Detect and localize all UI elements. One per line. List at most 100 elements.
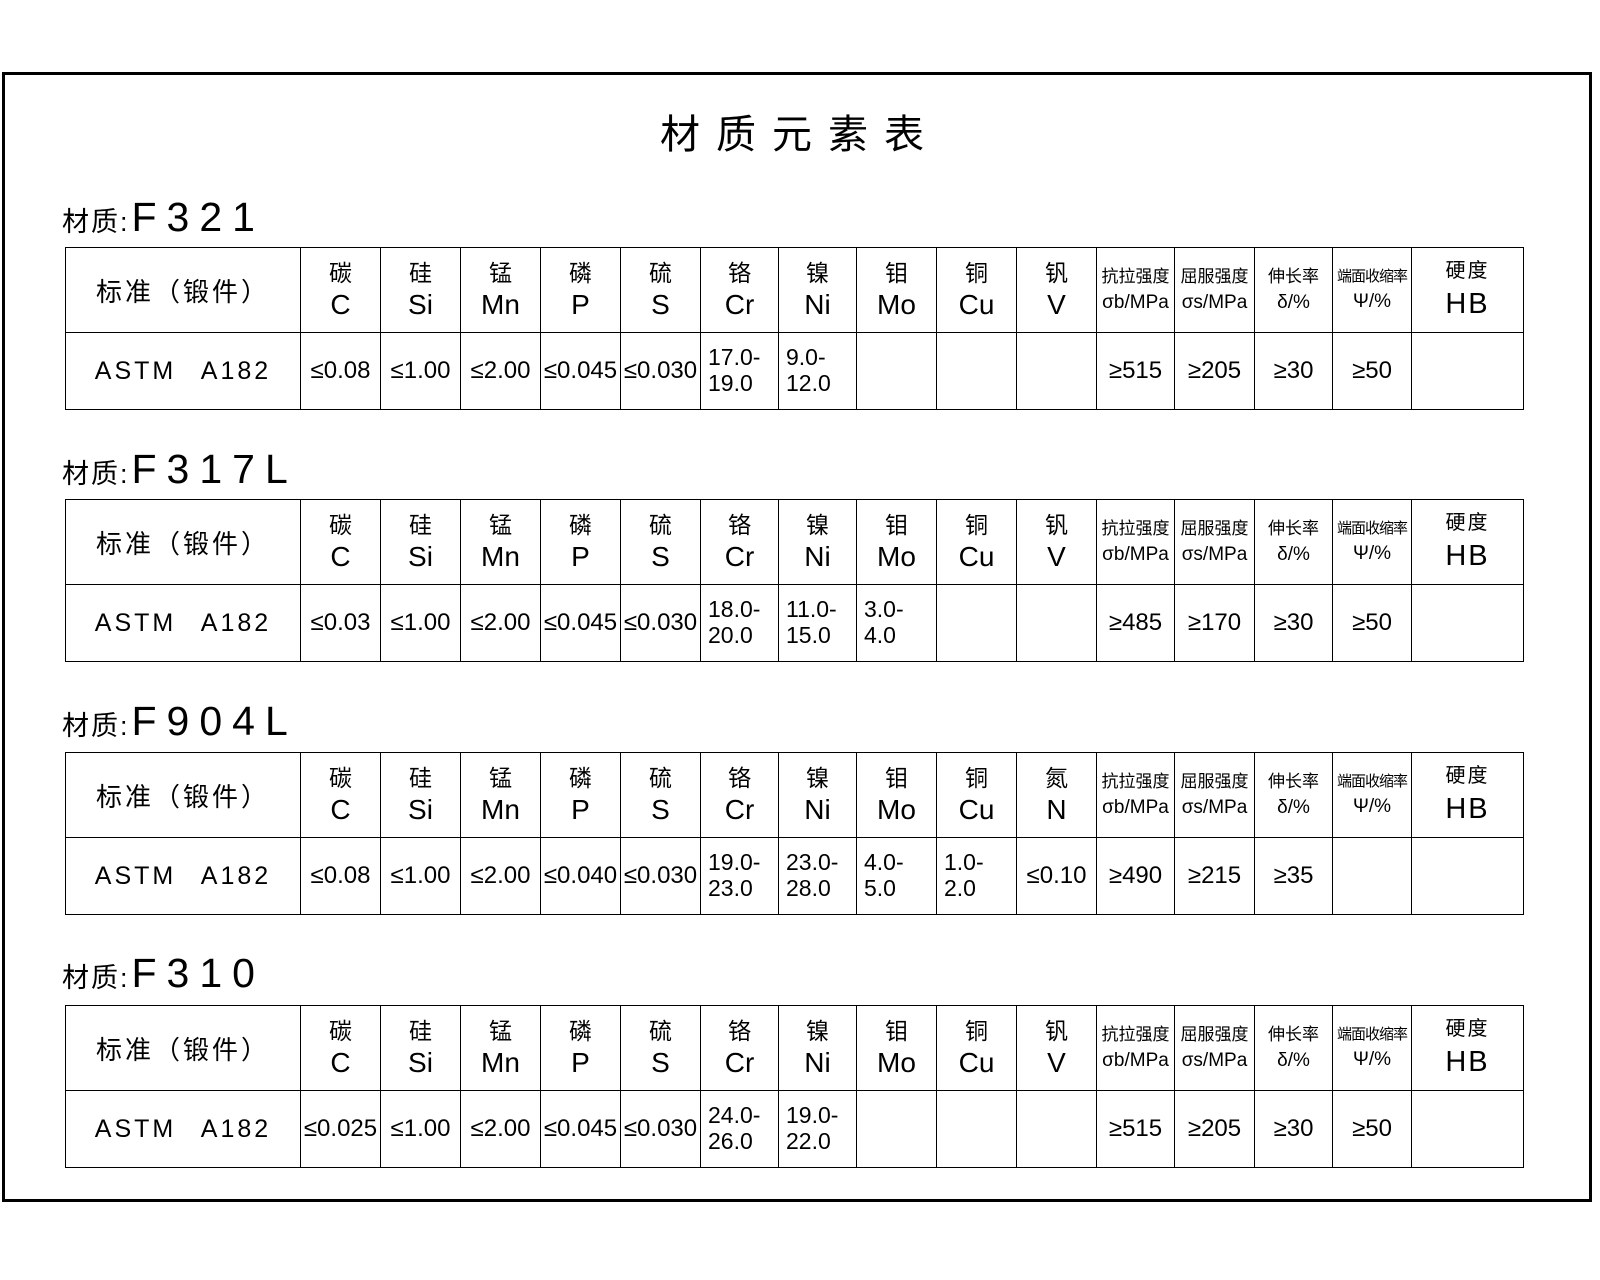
- value-cell: ≤0.045: [540, 584, 621, 662]
- col-header-cell: 锰 Mn: [460, 499, 541, 585]
- col-symbol: Cr: [724, 793, 755, 825]
- value-cell: 19.0- 23.0: [700, 837, 779, 915]
- col-symbol: P: [571, 793, 590, 825]
- col-cn: 锰: [489, 1017, 512, 1044]
- value-cell: 9.0- 12.0: [778, 332, 857, 410]
- data-row: ASTM A182 ≤0.08 ≤1.00 ≤2.00 ≤0.040 ≤0.03…: [65, 837, 1524, 915]
- col-header-cell: 镍 Ni: [778, 1005, 857, 1091]
- material-label-prefix: 材质:: [62, 207, 130, 237]
- col-cn: 镍: [806, 511, 829, 538]
- col-cn: 屈服强度: [1180, 267, 1249, 287]
- col-header-cell: 端面收缩率 Ψ/%: [1332, 752, 1412, 838]
- col-header-cell: 硬度 HB: [1411, 752, 1524, 838]
- col-header-cell: 伸长率 δ/%: [1254, 752, 1333, 838]
- data-row: ASTM A182 ≤0.025 ≤1.00 ≤2.00 ≤0.045 ≤0.0…: [65, 1090, 1524, 1168]
- value-cell: ≥205: [1174, 1090, 1255, 1168]
- col-cn: 端面收缩率: [1336, 772, 1408, 790]
- col-header-cell: 镍 Ni: [778, 499, 857, 585]
- value-cell: ≥50: [1332, 332, 1412, 410]
- col-cn: 磷: [569, 511, 592, 538]
- material-name: F904L: [131, 698, 298, 744]
- material-label: 材质:F321: [62, 194, 265, 241]
- col-header-cell: 钼 Mo: [856, 247, 937, 333]
- col-symbol: Cr: [724, 288, 755, 320]
- value-cell: [936, 1090, 1017, 1168]
- standard-header-cell: 标准（锻件）: [65, 1005, 301, 1091]
- col-symbol: P: [571, 288, 590, 320]
- value-cell: ≤0.030: [620, 1090, 701, 1168]
- col-symbol: Ψ/%: [1352, 542, 1392, 564]
- value-cell: ≥50: [1332, 1090, 1412, 1168]
- col-header-cell: 铜 Cu: [936, 247, 1017, 333]
- col-symbol: Mn: [481, 540, 520, 572]
- col-symbol: HB: [1445, 1046, 1490, 1079]
- value-cell: ≤0.030: [620, 332, 701, 410]
- value-cell: [856, 332, 937, 410]
- col-cn: 铬: [728, 259, 751, 286]
- value-cell: ≥170: [1174, 584, 1255, 662]
- value-cell: 3.0- 4.0: [856, 584, 937, 662]
- value-cell: ≤0.045: [540, 332, 621, 410]
- material-name: F317L: [131, 446, 298, 492]
- value-cell: ≥515: [1096, 332, 1175, 410]
- value-cell: ≤1.00: [380, 584, 461, 662]
- col-symbol: Cu: [958, 288, 995, 320]
- col-symbol: HB: [1445, 288, 1490, 321]
- col-symbol: S: [651, 1046, 670, 1078]
- col-symbol: Ni: [804, 1046, 831, 1078]
- value-cell: [1411, 584, 1524, 662]
- material-label-prefix: 材质:: [62, 459, 130, 489]
- value-cell: [856, 1090, 937, 1168]
- col-header-cell: 硅 Si: [380, 1005, 461, 1091]
- value-cell: ≤1.00: [380, 332, 461, 410]
- col-cn: 镍: [806, 1017, 829, 1044]
- col-symbol: Ni: [804, 540, 831, 572]
- col-header-cell: 钼 Mo: [856, 1005, 937, 1091]
- value-cell: ≤0.030: [620, 837, 701, 915]
- standard-value-cell: ASTM A182: [65, 332, 301, 410]
- col-symbol: P: [571, 540, 590, 572]
- col-cn: 铬: [728, 1017, 751, 1044]
- material-name: F321: [131, 194, 265, 240]
- col-header-cell: 伸长率 δ/%: [1254, 247, 1333, 333]
- col-symbol: Ψ/%: [1352, 1048, 1392, 1070]
- col-symbol: C: [330, 793, 351, 825]
- col-header-cell: 铬 Cr: [700, 1005, 779, 1091]
- value-cell: 23.0- 28.0: [778, 837, 857, 915]
- value-cell: [1411, 1090, 1524, 1168]
- col-cn: 硬度: [1445, 765, 1490, 788]
- col-symbol: σb/MPa: [1102, 797, 1169, 819]
- col-header-cell: 铬 Cr: [700, 752, 779, 838]
- col-symbol: δ/%: [1277, 544, 1310, 566]
- col-header-cell: 硬度 HB: [1411, 247, 1524, 333]
- value-cell: 11.0- 15.0: [778, 584, 857, 662]
- material-label-prefix: 材质:: [62, 963, 130, 993]
- value-cell: ≤1.00: [380, 1090, 461, 1168]
- col-cn: 磷: [569, 764, 592, 791]
- col-cn: 硬度: [1445, 512, 1490, 535]
- col-cn: 端面收缩率: [1336, 1025, 1408, 1043]
- col-header-cell: 镍 Ni: [778, 752, 857, 838]
- col-symbol: Mo: [877, 1046, 916, 1078]
- col-cn: 屈服强度: [1180, 519, 1249, 539]
- col-header-cell: 硅 Si: [380, 247, 461, 333]
- col-symbol: Mn: [481, 288, 520, 320]
- value-cell: 4.0- 5.0: [856, 837, 937, 915]
- col-cn: 钼: [885, 259, 908, 286]
- col-symbol: Cr: [724, 540, 755, 572]
- value-cell: ≥50: [1332, 584, 1412, 662]
- col-cn: 伸长率: [1268, 267, 1319, 287]
- col-cn: 伸长率: [1268, 1025, 1319, 1045]
- standard-header-cell: 标准（锻件）: [65, 247, 301, 333]
- col-cn: 钼: [885, 764, 908, 791]
- col-symbol: δ/%: [1277, 797, 1310, 819]
- value-cell: ≤1.00: [380, 837, 461, 915]
